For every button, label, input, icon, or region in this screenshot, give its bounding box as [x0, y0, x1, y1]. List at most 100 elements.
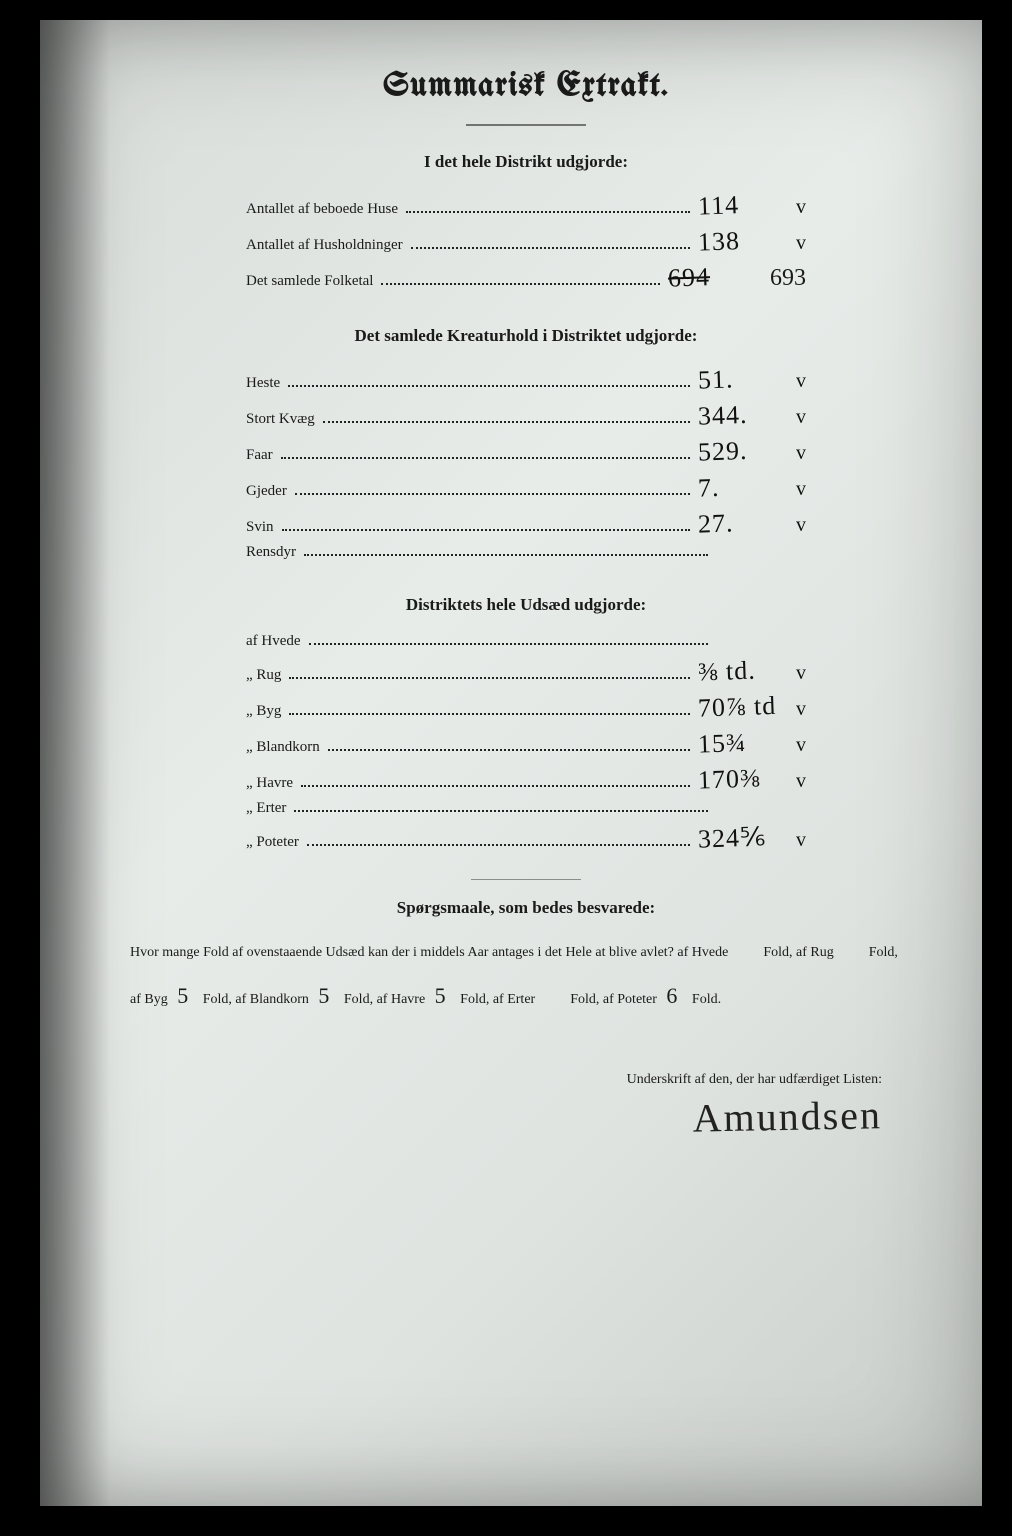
- q-blandkorn-unit: Fold,: [344, 992, 373, 1007]
- q-blandkorn-value: 5: [312, 970, 340, 1023]
- section-district-heading: I det hele Distrikt udgjorde:: [110, 152, 942, 172]
- question-heading: Spørgsmaale, som bedes besvarede:: [110, 898, 942, 918]
- label: Gjeder: [246, 483, 287, 500]
- question-block: Hvor mange Fold af ovenstaaende Udsæd ka…: [130, 936, 912, 1022]
- value-correction: 693: [770, 265, 806, 292]
- section-seed-heading: Distriktets hele Udsæd udgjorde:: [110, 595, 942, 615]
- label: Svin: [246, 519, 274, 536]
- label: „ Poteter: [246, 834, 299, 851]
- check-mark: v: [796, 829, 806, 852]
- value-hand: 27.: [698, 506, 789, 539]
- label: „ Rug: [246, 667, 281, 684]
- check-mark: v: [796, 478, 806, 501]
- row-rug: „ Rug ⅜ td. v: [246, 656, 806, 686]
- label: Det samlede Folketal: [246, 273, 373, 290]
- question-prompt: Hvor mange Fold af ovenstaaende Udsæd ka…: [130, 945, 674, 960]
- q-byg-unit: Fold,: [203, 992, 232, 1007]
- row-kvaeg: Stort Kvæg 344. v: [246, 400, 806, 430]
- check-mark: v: [796, 770, 806, 793]
- row-havre: „ Havre 170⅜ v: [246, 764, 806, 794]
- row-hvede: af Hvede: [246, 633, 806, 650]
- q-havre-value: 5: [429, 970, 457, 1023]
- leader-dots: [289, 713, 690, 715]
- leader-dots: [406, 211, 690, 213]
- value-hand-struck: 694: [668, 260, 759, 293]
- value-hand: 15¾: [698, 726, 789, 759]
- check-mark: v: [796, 514, 806, 537]
- q-blandkorn-label: af Blandkorn: [235, 992, 308, 1007]
- leader-dots: [301, 785, 690, 787]
- livestock-rows: Heste 51. v Stort Kvæg 344. v Faar 529. …: [246, 364, 806, 561]
- row-households: Antallet af Husholdninger 138 v: [246, 226, 806, 256]
- value-hand: 70⅞ td: [698, 690, 789, 723]
- district-rows: Antallet af beboede Huse 114 v Antallet …: [246, 190, 806, 292]
- signature-label: Underskrift af den, der har udfærdiget L…: [110, 1072, 882, 1088]
- leader-dots: [328, 749, 690, 751]
- value-hand: 170⅜: [698, 762, 789, 795]
- value-hand: 7.: [698, 470, 789, 503]
- leader-dots: [295, 493, 690, 495]
- row-erter: „ Erter: [246, 800, 806, 817]
- label: Heste: [246, 375, 280, 392]
- binding-shadow: [40, 20, 110, 1506]
- leader-dots: [307, 844, 690, 846]
- label: Faar: [246, 447, 273, 464]
- check-mark: v: [796, 196, 806, 219]
- q-hvede-label: af Hvede: [677, 945, 728, 960]
- check-mark: v: [796, 662, 806, 685]
- check-mark: v: [796, 232, 806, 255]
- q-poteter-label: af Poteter: [603, 992, 657, 1007]
- leader-dots: [294, 810, 708, 812]
- leader-dots: [288, 385, 690, 387]
- label: Stort Kvæg: [246, 411, 315, 428]
- value-hand: 324⅚: [698, 821, 789, 854]
- row-poteter: „ Poteter 324⅚ v: [246, 823, 806, 853]
- title-rule: [466, 124, 586, 126]
- label: „ Byg: [246, 703, 281, 720]
- signature-block: Underskrift af den, der har udfærdiget L…: [110, 1072, 942, 1145]
- leader-dots: [411, 247, 690, 249]
- scanned-page: Summarisk Extrakt. I det hele Distrikt u…: [40, 20, 982, 1506]
- row-houses: Antallet af beboede Huse 114 v: [246, 190, 806, 220]
- section-livestock-heading: Det samlede Kreaturhold i Distriktet udg…: [110, 326, 942, 346]
- row-blandkorn: „ Blandkorn 15¾ v: [246, 728, 806, 758]
- section-rule: [471, 879, 581, 880]
- value-hand: [716, 554, 806, 557]
- q-rug-unit: Fold,: [869, 945, 898, 960]
- leader-dots: [304, 554, 708, 556]
- q-havre-unit: Fold,: [460, 992, 489, 1007]
- leader-dots: [281, 457, 690, 459]
- check-mark: v: [796, 370, 806, 393]
- row-rensdyr: Rensdyr: [246, 544, 806, 561]
- row-svin: Svin 27. v: [246, 508, 806, 538]
- label: Rensdyr: [246, 544, 296, 561]
- q-erter-unit: Fold,: [570, 992, 599, 1007]
- label: Antallet af Husholdninger: [246, 237, 403, 254]
- page-title: Summarisk Extrakt.: [110, 68, 942, 104]
- value-hand: 529.: [698, 434, 789, 467]
- q-hvede-unit: Fold,: [763, 945, 792, 960]
- label: „ Havre: [246, 775, 293, 792]
- row-gjeder: Gjeder 7. v: [246, 472, 806, 502]
- row-heste: Heste 51. v: [246, 364, 806, 394]
- value-hand: 344.: [698, 398, 789, 431]
- q-byg-label: af Byg: [130, 992, 168, 1007]
- q-havre-label: af Havre: [377, 992, 426, 1007]
- leader-dots: [309, 643, 708, 645]
- signature-name: Amundsen: [110, 1092, 883, 1152]
- page-content: Summarisk Extrakt. I det hele Distrikt u…: [110, 50, 942, 1466]
- row-population: Det samlede Folketal 694 693: [246, 262, 806, 292]
- label: af Hvede: [246, 633, 301, 650]
- leader-dots: [323, 421, 690, 423]
- seed-rows: af Hvede „ Rug ⅜ td. v „ Byg 70⅞ td v „ …: [246, 633, 806, 853]
- row-faar: Faar 529. v: [246, 436, 806, 466]
- q-rug-label: af Rug: [796, 945, 834, 960]
- q-erter-label: af Erter: [493, 992, 535, 1007]
- value-hand: [716, 643, 806, 646]
- label: „ Blandkorn: [246, 739, 320, 756]
- label: Antallet af beboede Huse: [246, 201, 398, 218]
- q-poteter-unit: Fold.: [692, 992, 721, 1007]
- value-hand: 138: [698, 224, 789, 257]
- label: „ Erter: [246, 800, 286, 817]
- row-byg: „ Byg 70⅞ td v: [246, 692, 806, 722]
